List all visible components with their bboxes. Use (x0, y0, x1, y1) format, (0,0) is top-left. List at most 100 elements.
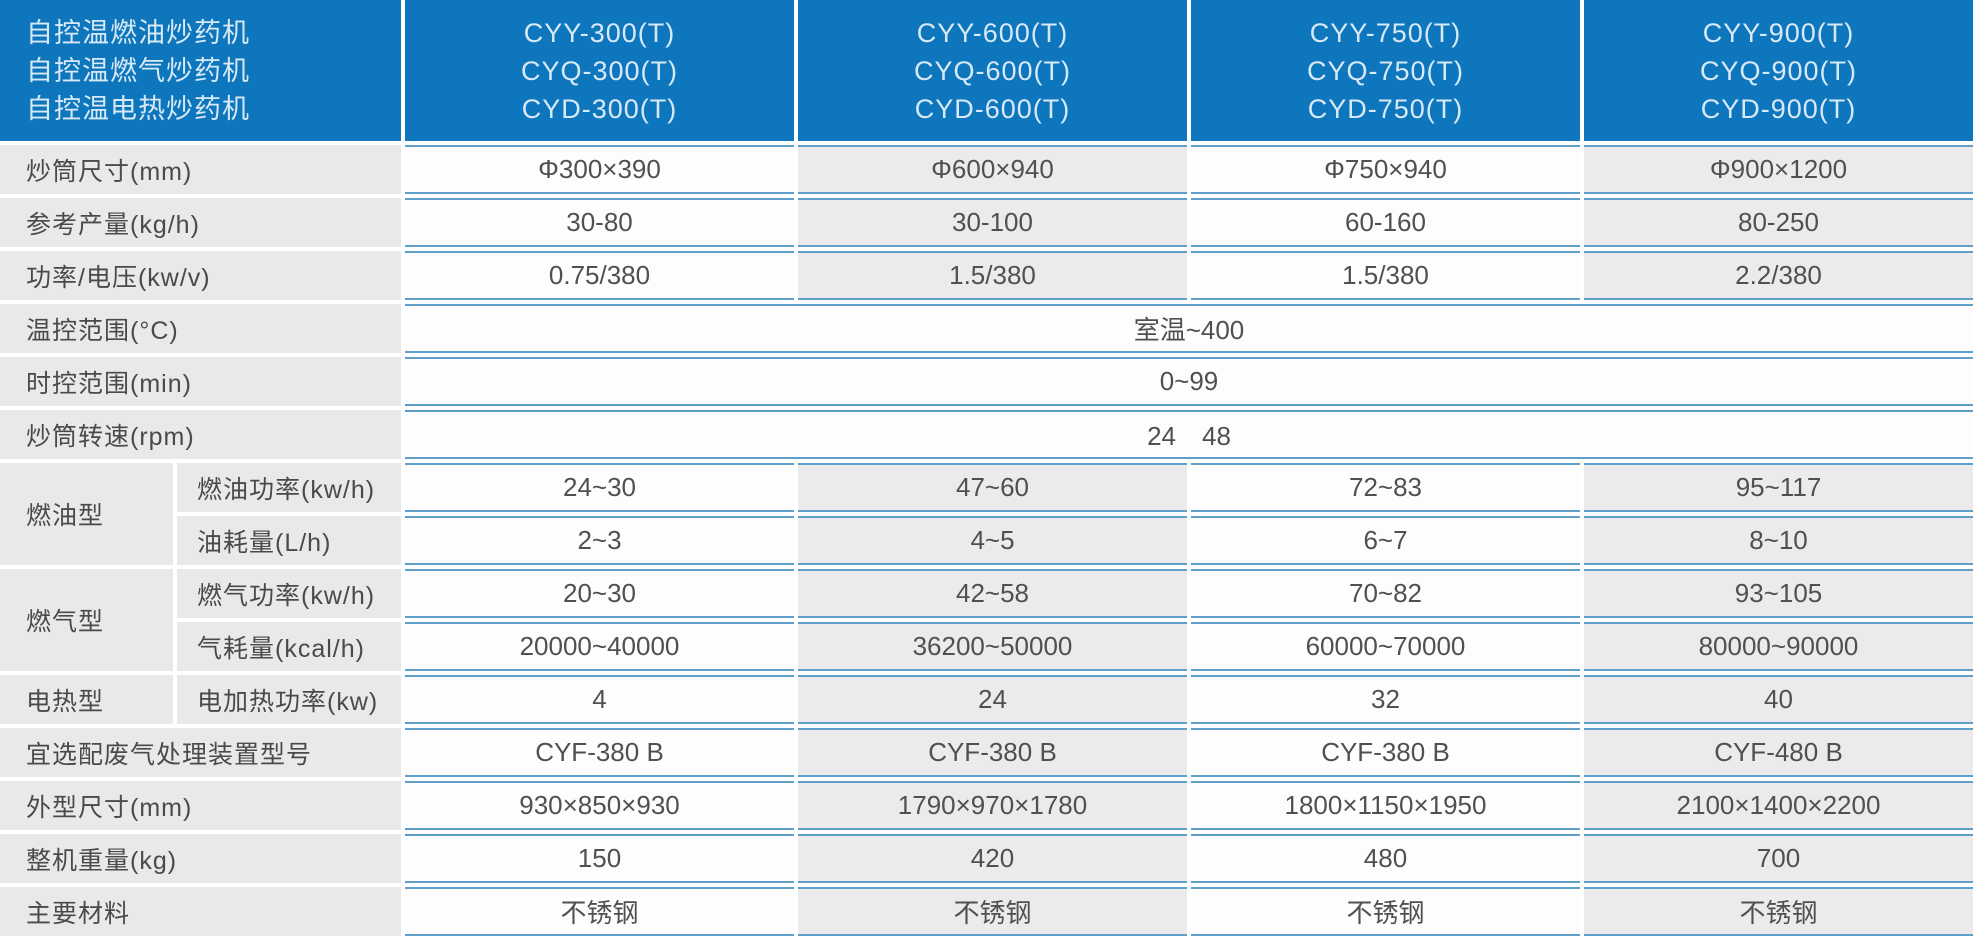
cell-merged-value: 室温~400 (405, 304, 1973, 353)
model-column-750: CYY-750(T) CYQ-750(T) CYD-750(T) (1191, 0, 1580, 141)
model-code: CYQ-750(T) (1306, 55, 1465, 86)
cell-value: 24 (798, 675, 1187, 724)
sub-row-label: 气耗量(kcal/h) (177, 622, 401, 671)
cell-value: 2100×1400×2200 (1584, 781, 1973, 830)
table-row-oil-consumption: 油耗量(L/h) 2~3 4~5 6~7 8~10 (177, 516, 1973, 565)
row-label: 炒筒转速(rpm) (0, 410, 401, 459)
cell-value: 20000~40000 (405, 622, 794, 671)
row-label: 时控范围(min) (0, 357, 401, 406)
product-name-oil: 自控温燃油炒药机 (26, 17, 250, 48)
cell-value: 不锈钢 (1584, 887, 1973, 936)
cell-value: 30-80 (405, 198, 794, 247)
table-row-output: 参考产量(kg/h) 30-80 30-100 60-160 80-250 (0, 198, 1973, 247)
cell-value: CYF-380 B (1191, 728, 1580, 777)
model-code: CYQ-900(T) (1699, 55, 1858, 86)
sub-row-label: 油耗量(L/h) (177, 516, 401, 565)
cell-value: 30-100 (798, 198, 1187, 247)
cell-value: 480 (1191, 834, 1580, 883)
cell-value: 80000~90000 (1584, 622, 1973, 671)
cell-value: 60-160 (1191, 198, 1580, 247)
row-label: 参考产量(kg/h) (0, 198, 401, 247)
sub-row-label: 电加热功率(kw) (177, 675, 401, 724)
row-label: 主要材料 (0, 887, 401, 936)
cell-value: 1800×1150×1950 (1191, 781, 1580, 830)
cell-value: 60000~70000 (1191, 622, 1580, 671)
model-code: CYD-750(T) (1307, 93, 1464, 124)
sub-row-label: 燃气功率(kw/h) (177, 569, 401, 618)
cell-merged-value: 0~99 (405, 357, 1973, 406)
cell-value: 4~5 (798, 516, 1187, 565)
table-row-oil-power: 燃油功率(kw/h) 24~30 47~60 72~83 95~117 (177, 463, 1973, 512)
product-names-cell: 自控温燃油炒药机 自控温燃气炒药机 自控温电热炒药机 (0, 0, 401, 141)
cell-value: 72~83 (1191, 463, 1580, 512)
cell-value: 8~10 (1584, 516, 1973, 565)
cell-value: 930×850×930 (405, 781, 794, 830)
cell-value: 1.5/380 (798, 251, 1187, 300)
table-row-drum-speed: 炒筒转速(rpm) 24 48 (0, 410, 1973, 459)
model-code: CYD-600(T) (914, 93, 1071, 124)
cell-value: 36200~50000 (798, 622, 1187, 671)
table-row-temp-range: 温控范围(°C) 室温~400 (0, 304, 1973, 353)
group-oil-type: 燃油型 燃油功率(kw/h) 24~30 47~60 72~83 95~117 … (0, 463, 1973, 565)
sub-row-label: 燃油功率(kw/h) (177, 463, 401, 512)
table-row-weight: 整机重量(kg) 150 420 480 700 (0, 834, 1973, 883)
table-row-gas-power: 燃气功率(kw/h) 20~30 42~58 70~82 93~105 (177, 569, 1973, 618)
model-code: CYY-900(T) (1702, 17, 1855, 48)
table-row-power-voltage: 功率/电压(kw/v) 0.75/380 1.5/380 1.5/380 2.2… (0, 251, 1973, 300)
model-code: CYQ-300(T) (520, 55, 679, 86)
cell-value: CYF-380 B (798, 728, 1187, 777)
model-code: CYQ-600(T) (913, 55, 1072, 86)
cell-value: 150 (405, 834, 794, 883)
model-code: CYD-900(T) (1700, 93, 1857, 124)
cell-value: 2.2/380 (1584, 251, 1973, 300)
row-label: 整机重量(kg) (0, 834, 401, 883)
cell-value: CYF-480 B (1584, 728, 1973, 777)
row-label: 功率/电压(kw/v) (0, 251, 401, 300)
model-code: CYY-750(T) (1309, 17, 1462, 48)
cell-value: 20~30 (405, 569, 794, 618)
cell-value: 4 (405, 675, 794, 724)
table-row-drum-size: 炒筒尺寸(mm) Φ300×390 Φ600×940 Φ750×940 Φ900… (0, 145, 1973, 194)
product-name-electric: 自控温电热炒药机 (26, 93, 250, 124)
cell-value: 1.5/380 (1191, 251, 1580, 300)
model-code: CYD-300(T) (521, 93, 678, 124)
table-row-gas-consumption: 气耗量(kcal/h) 20000~40000 36200~50000 6000… (177, 622, 1973, 671)
group-gas-type: 燃气型 燃气功率(kw/h) 20~30 42~58 70~82 93~105 … (0, 569, 1973, 671)
cell-merged-value: 24 48 (405, 410, 1973, 459)
cell-value: CYF-380 B (405, 728, 794, 777)
cell-value: 6~7 (1191, 516, 1580, 565)
cell-value: 42~58 (798, 569, 1187, 618)
table-row-electric-power: 电加热功率(kw) 4 24 32 40 (177, 675, 1973, 724)
cell-value: Φ900×1200 (1584, 145, 1973, 194)
cell-value: 2~3 (405, 516, 794, 565)
cell-value: 93~105 (1584, 569, 1973, 618)
model-code: CYY-600(T) (916, 17, 1069, 48)
model-code: CYY-300(T) (523, 17, 676, 48)
cell-value: 不锈钢 (798, 887, 1187, 936)
cell-value: 70~82 (1191, 569, 1580, 618)
table-row-material: 主要材料 不锈钢 不锈钢 不锈钢 不锈钢 (0, 887, 1973, 936)
cell-value: Φ300×390 (405, 145, 794, 194)
row-label: 温控范围(°C) (0, 304, 401, 353)
group-label: 燃气型 (0, 569, 173, 671)
cell-value: Φ750×940 (1191, 145, 1580, 194)
cell-value: 700 (1584, 834, 1973, 883)
cell-value: 95~117 (1584, 463, 1973, 512)
table-row-timer-range: 时控范围(min) 0~99 (0, 357, 1973, 406)
table-header-row: 自控温燃油炒药机 自控温燃气炒药机 自控温电热炒药机 CYY-300(T) CY… (0, 0, 1973, 141)
cell-value: 不锈钢 (405, 887, 794, 936)
cell-value: 420 (798, 834, 1187, 883)
cell-value: 1790×970×1780 (798, 781, 1187, 830)
cell-value: 0.75/380 (405, 251, 794, 300)
model-column-600: CYY-600(T) CYQ-600(T) CYD-600(T) (798, 0, 1187, 141)
group-electric-type: 电热型 电加热功率(kw) 4 24 32 40 (0, 675, 1973, 724)
cell-value: Φ600×940 (798, 145, 1187, 194)
cell-value: 24~30 (405, 463, 794, 512)
table-row-exhaust-device: 宜选配废气处理装置型号 CYF-380 B CYF-380 B CYF-380 … (0, 728, 1973, 777)
cell-value: 47~60 (798, 463, 1187, 512)
cell-value: 不锈钢 (1191, 887, 1580, 936)
cell-value: 32 (1191, 675, 1580, 724)
group-label: 电热型 (0, 675, 173, 724)
table-row-dimensions: 外型尺寸(mm) 930×850×930 1790×970×1780 1800×… (0, 781, 1973, 830)
